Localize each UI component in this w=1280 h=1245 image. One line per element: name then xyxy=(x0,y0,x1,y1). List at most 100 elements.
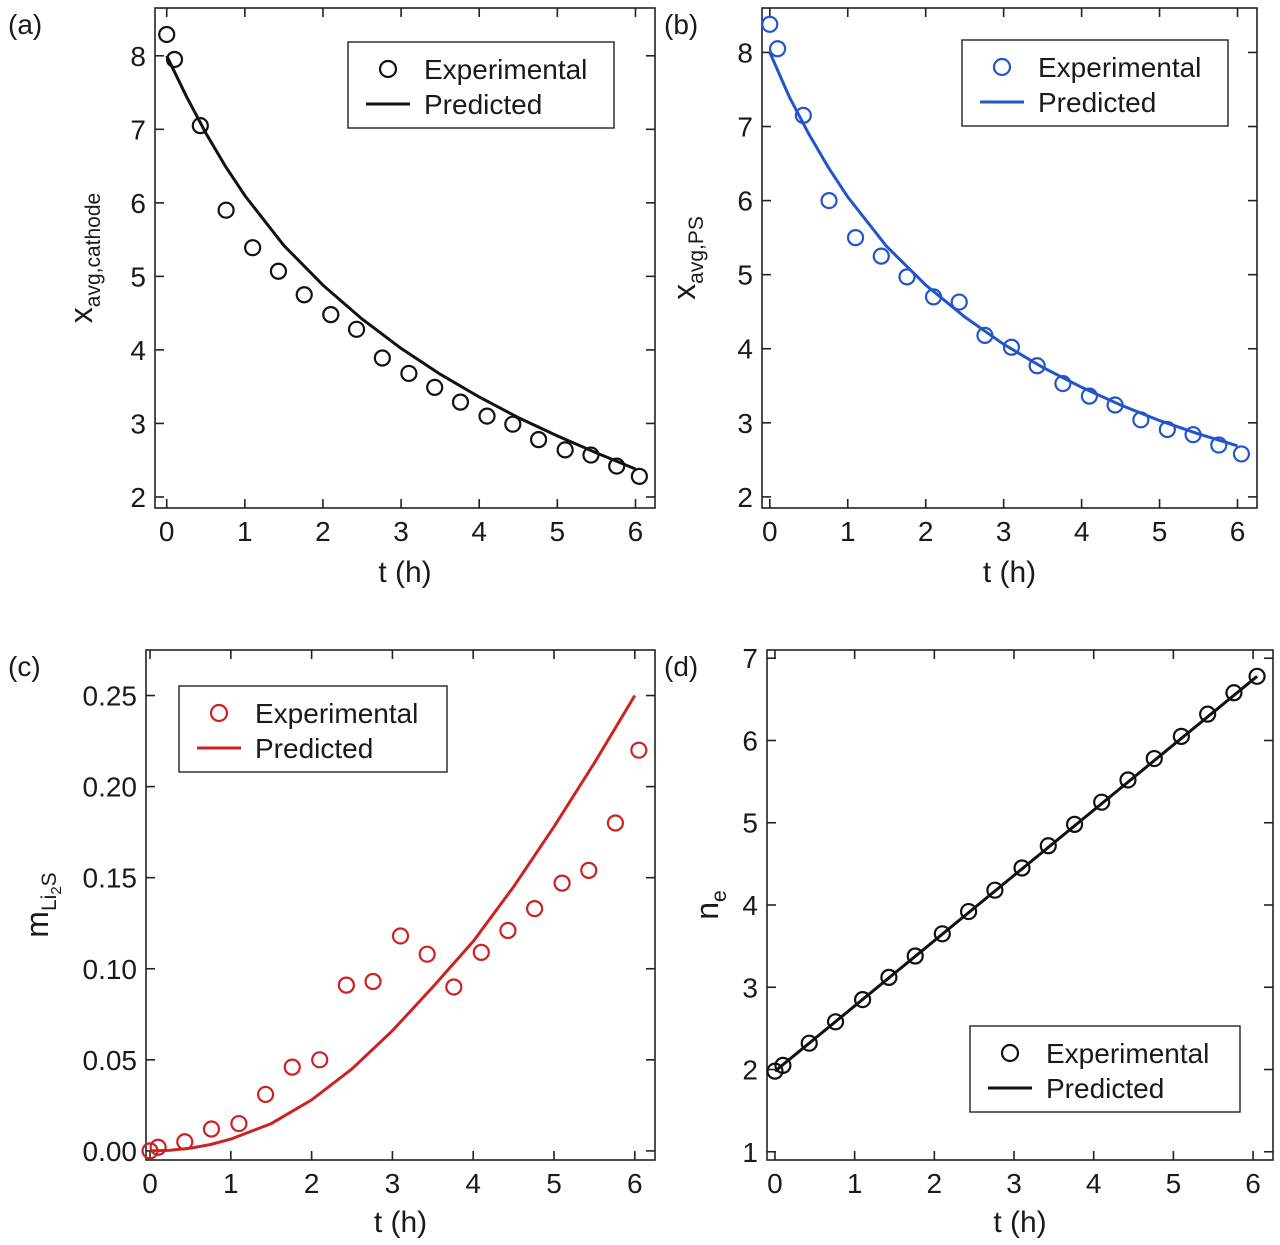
legend: Experimental Predicted xyxy=(347,41,615,129)
experimental-point xyxy=(418,945,436,963)
experimental-point xyxy=(1145,749,1163,768)
panel-label: (b) xyxy=(664,9,698,40)
y-tick-label: 6 xyxy=(130,188,146,219)
experimental-point xyxy=(906,947,924,965)
y-tick-label: 0.15 xyxy=(83,863,138,894)
x-tick-label: 1 xyxy=(840,516,856,547)
x-tick-label: 2 xyxy=(315,516,331,547)
y-axis-label: mLi2S xyxy=(19,872,65,937)
experimental-point xyxy=(269,262,288,280)
y-axis-label-subscript: e xyxy=(708,890,731,902)
experimental-point xyxy=(630,741,648,759)
y-tick-label: 4 xyxy=(742,890,758,921)
plot-frame xyxy=(154,7,656,509)
y-axis-label-main: x xyxy=(666,284,702,300)
experimental-point xyxy=(347,320,366,338)
experimental-point xyxy=(1232,445,1251,463)
experimental-point xyxy=(478,407,496,425)
experimental-point xyxy=(504,415,522,433)
y-axis-label: xavg,PS xyxy=(666,216,708,300)
x-tick-label: 4 xyxy=(471,516,487,547)
experimental-point xyxy=(526,900,544,918)
experimental-point xyxy=(553,874,571,892)
y-axis-label-subsubscript: 2 xyxy=(48,886,65,894)
y-tick-label: 4 xyxy=(737,334,753,365)
experimental-point xyxy=(800,1034,818,1052)
y-tick-label: 5 xyxy=(130,261,146,292)
x-tick-label: 4 xyxy=(1086,1168,1102,1199)
x-tick-label: 6 xyxy=(628,516,644,547)
x-tick-label: 2 xyxy=(927,1168,943,1199)
experimental-point xyxy=(826,1013,845,1031)
legend-box xyxy=(347,41,615,129)
y-tick-label: 6 xyxy=(737,186,753,217)
legend-label-experimental: Experimental xyxy=(1038,52,1201,83)
x-tick-label: 3 xyxy=(996,516,1012,547)
legend-label-predicted: Predicted xyxy=(1046,1073,1164,1104)
experimental-point xyxy=(472,943,490,961)
experimental-point xyxy=(451,393,470,411)
x-tick-label: 4 xyxy=(465,1168,481,1199)
experimental-point xyxy=(854,990,872,1009)
experimental-point xyxy=(295,286,313,304)
y-tick-label: 8 xyxy=(737,37,753,68)
y-tick-label: 1 xyxy=(742,1137,758,1168)
y-tick-label: 3 xyxy=(130,408,146,439)
experimental-point xyxy=(202,1120,221,1138)
experimental-point xyxy=(1248,667,1266,685)
experimental-point xyxy=(1065,815,1084,833)
y-tick-label: 2 xyxy=(737,482,753,513)
y-tick-label: 4 xyxy=(130,335,146,366)
y-tick-label: 7 xyxy=(737,112,753,143)
panel-a: (a) 0 1 2 3 4 5 6 2 3 4 5 6 7 8 t (h) xavg,cathode Experi… xyxy=(8,7,656,589)
y-axis-label-subscript: Li xyxy=(38,895,61,911)
experimental-point xyxy=(1199,705,1217,723)
y-axis-label-main: n xyxy=(689,902,725,920)
x-tick-label: 3 xyxy=(1006,1168,1022,1199)
experimental-point xyxy=(499,921,517,940)
y-tick-label: 0.00 xyxy=(83,1136,138,1167)
x-axis-label: t (h) xyxy=(378,556,431,589)
experimental-point xyxy=(445,978,463,996)
x-tick-label: 5 xyxy=(550,516,566,547)
y-tick-label: 5 xyxy=(737,260,753,291)
experimental-point xyxy=(283,1058,301,1076)
plot-frame xyxy=(145,649,656,1161)
experimental-point xyxy=(391,927,410,945)
legend-label-predicted: Predicted xyxy=(255,733,373,764)
experimental-point xyxy=(556,441,574,459)
y-tick-label: 7 xyxy=(742,643,758,674)
legend-box xyxy=(178,685,448,773)
experimental-point xyxy=(768,40,787,58)
experimental-point xyxy=(426,378,444,397)
y-tick-label: 0.25 xyxy=(83,681,138,712)
y-axis-label-main: x xyxy=(63,307,99,323)
x-tick-label: 0 xyxy=(159,516,175,547)
predicted-line xyxy=(149,694,637,1153)
experimental-point xyxy=(158,25,176,44)
y-tick-label: 2 xyxy=(742,1055,758,1086)
legend-label-predicted: Predicted xyxy=(1038,87,1156,118)
y-axis-label-subscript-2: S xyxy=(38,872,61,886)
experimental-point xyxy=(244,239,262,257)
legend-marker-icon xyxy=(209,703,229,723)
y-axis-label-subscript: avg,PS xyxy=(685,216,708,284)
y-axis-label-subscript: avg,cathode xyxy=(82,193,105,307)
experimental-point xyxy=(1013,859,1031,877)
legend-box xyxy=(961,39,1229,127)
legend-label-experimental: Experimental xyxy=(424,54,587,85)
experimental-point xyxy=(230,1114,248,1133)
experimental-point xyxy=(1002,338,1021,356)
y-axis-label: xavg,cathode xyxy=(63,193,105,323)
experimental-point xyxy=(529,431,548,449)
experimental-point xyxy=(364,972,382,991)
panel-b: (b) 0 1 2 3 4 5 6 2 3 4 5 6 7 8 t (h) xavg,PS Experimenta… xyxy=(664,7,1258,589)
legend-box xyxy=(969,1025,1241,1113)
predicted-line xyxy=(768,51,1238,448)
legend: Experimental Predicted xyxy=(178,685,448,773)
experimental-point xyxy=(820,191,838,210)
x-axis-label: t (h) xyxy=(983,556,1036,589)
experimental-point xyxy=(872,247,890,265)
